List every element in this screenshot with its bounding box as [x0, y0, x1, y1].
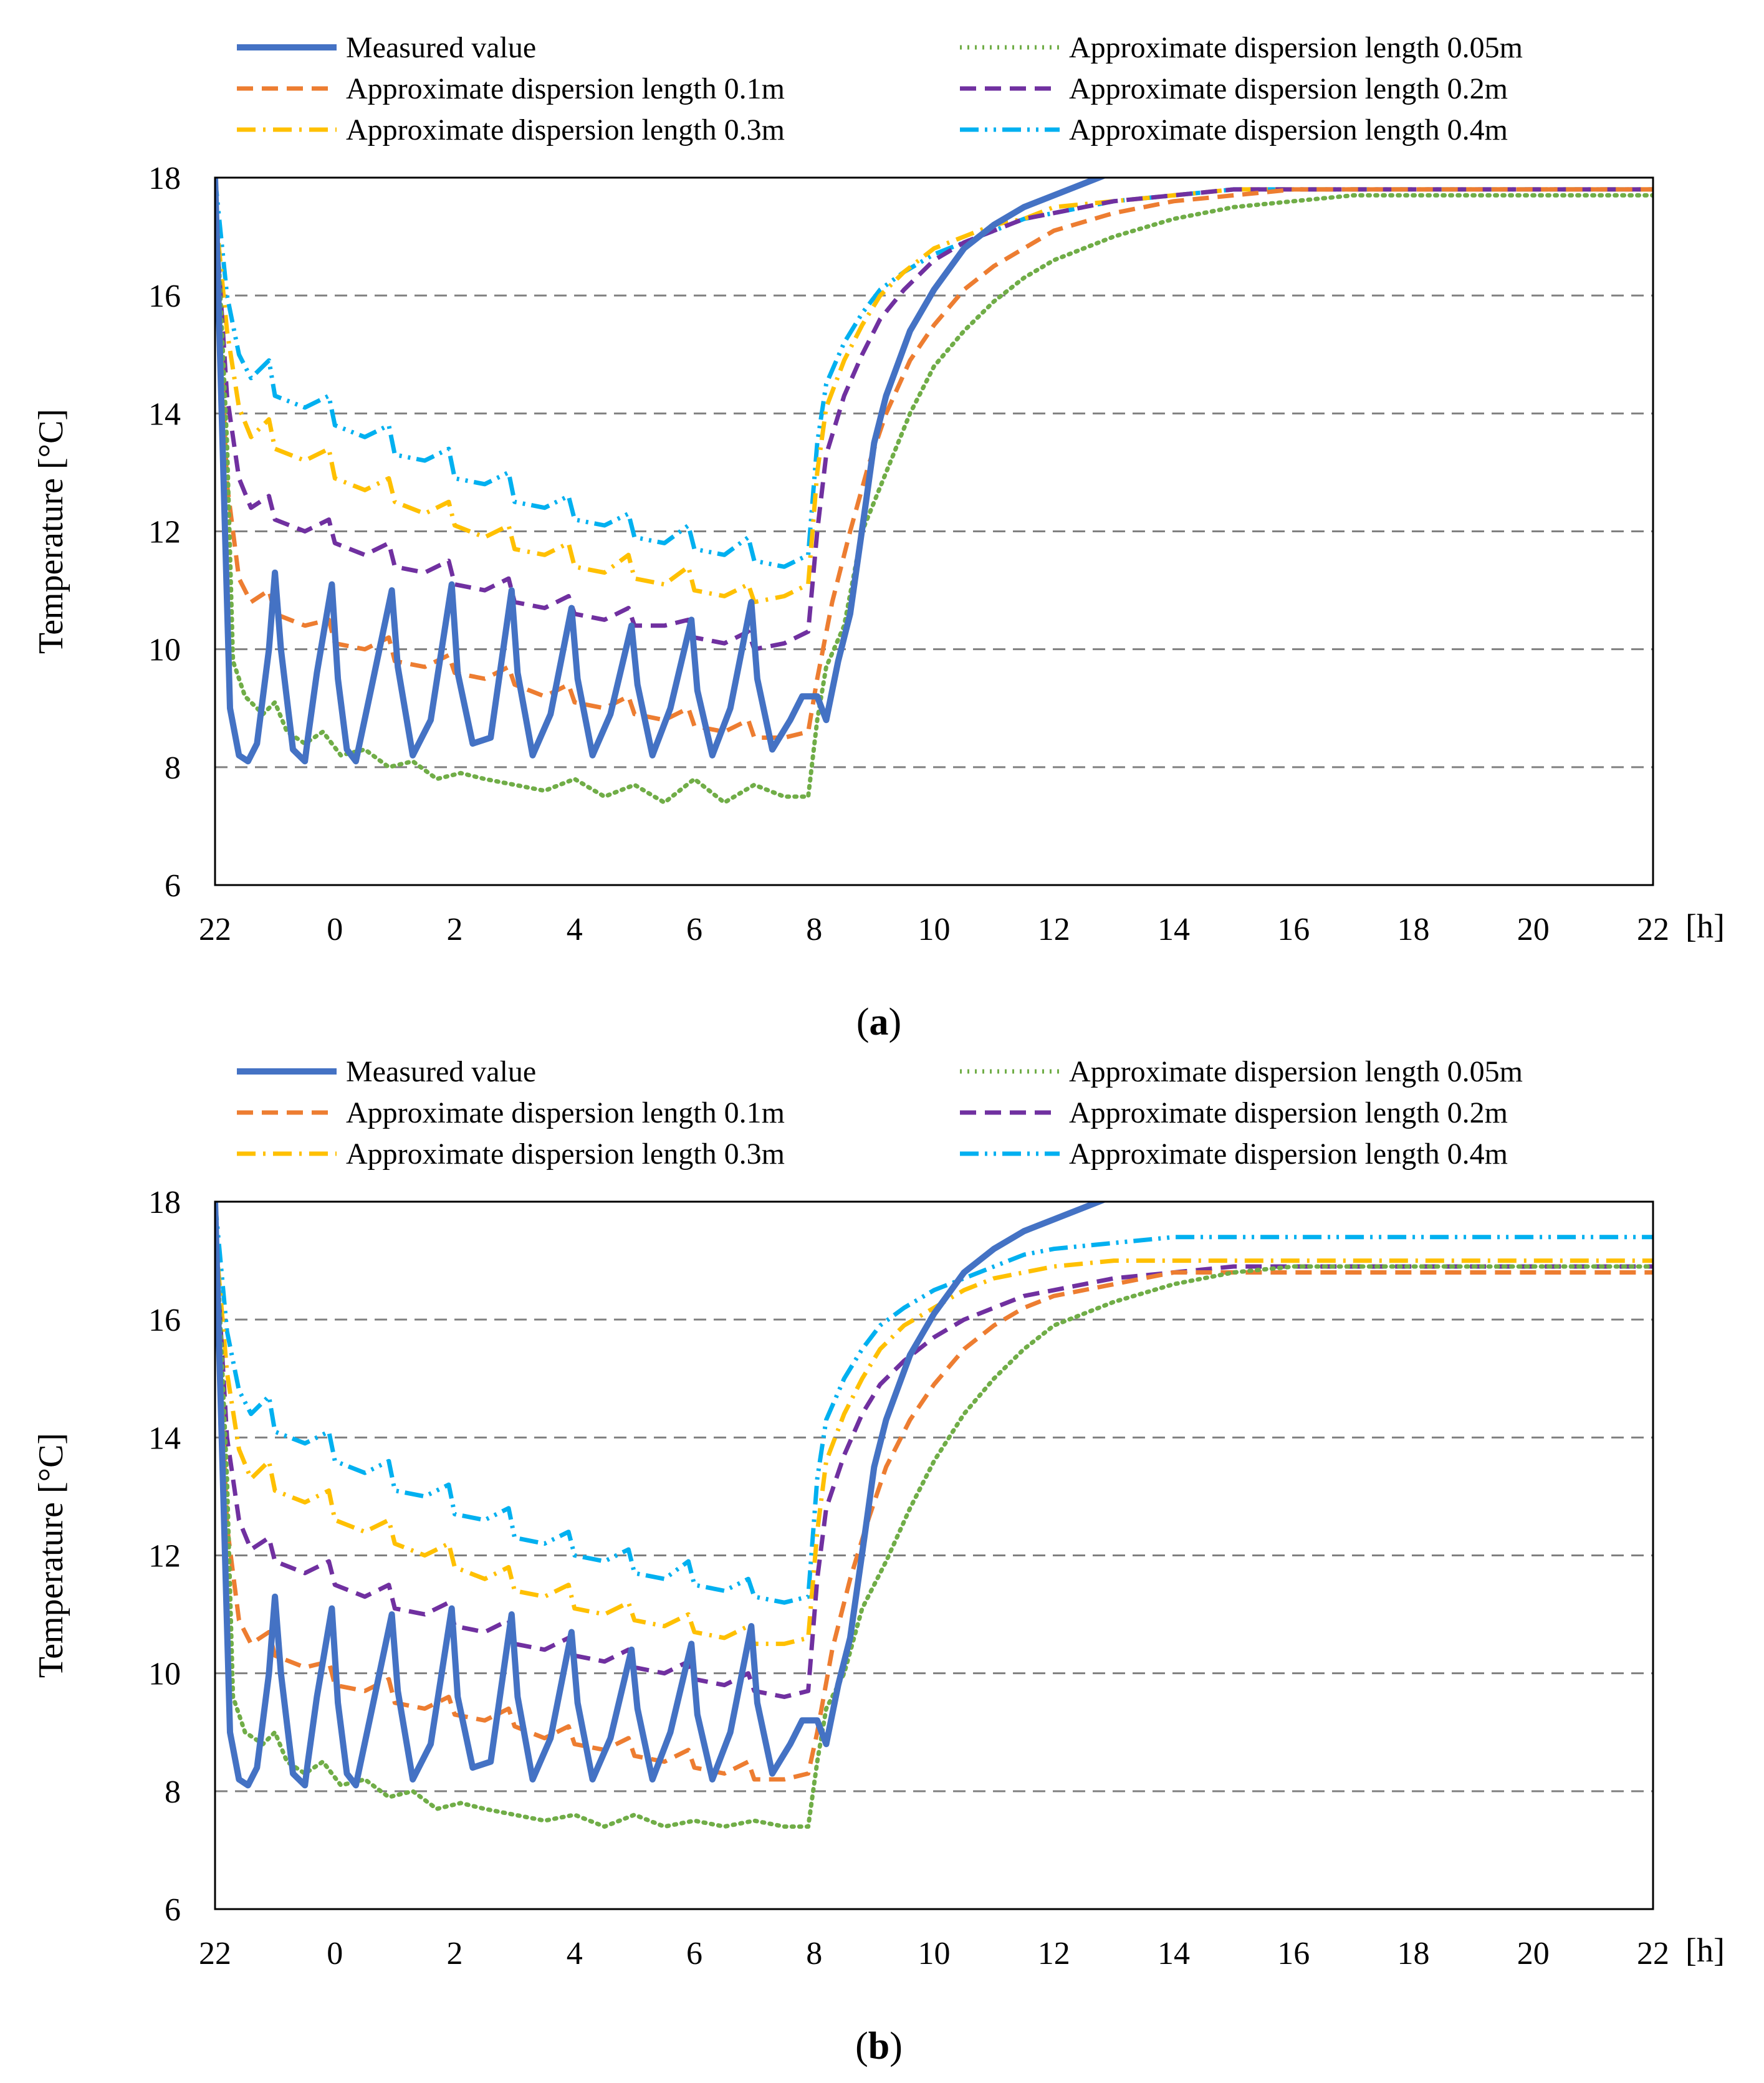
x-tick-label: 0 — [327, 1936, 343, 1971]
legend-item: Approximate dispersion length 0.3m — [237, 1137, 785, 1171]
x-tick-label: 22 — [199, 1936, 231, 1971]
y-tick-label: 8 — [165, 750, 181, 786]
x-tick-label: 8 — [806, 912, 822, 947]
legend-label: Approximate dispersion length 0.3m — [346, 1137, 785, 1171]
legend-item: Measured value — [237, 31, 536, 64]
series-line — [215, 1202, 1653, 1829]
legend-label: Approximate dispersion length 0.05m — [1069, 31, 1523, 64]
series-line — [215, 187, 1653, 605]
series-line — [215, 178, 1653, 569]
plot-frame — [214, 1200, 1654, 1910]
legend-item: Approximate dispersion length 0.1m — [237, 72, 785, 105]
series-group — [215, 1202, 1653, 1829]
legend-item: Approximate dispersion length 0.2m — [960, 72, 1508, 105]
y-tick-label: 14 — [148, 1420, 181, 1456]
y-tick-label: 6 — [165, 1892, 181, 1928]
series-line — [215, 1231, 1653, 1782]
x-tick-label: 22 — [199, 912, 231, 947]
x-tick-label: 20 — [1517, 1936, 1550, 1971]
x-tick-label: 6 — [686, 912, 702, 947]
legend-label: Measured value — [346, 1055, 536, 1088]
legend-item: Approximate dispersion length 0.1m — [237, 1096, 785, 1129]
y-tick-label: 14 — [148, 396, 181, 432]
x-tick-label: 0 — [327, 912, 343, 947]
x-tick-label: 20 — [1517, 912, 1550, 947]
y-tick-label: 10 — [148, 1657, 181, 1692]
panel-label: (b) — [855, 2025, 903, 2067]
y-axis-label: Temperature [°C] — [32, 1433, 70, 1678]
x-tick-label: 12 — [1038, 1936, 1070, 1971]
legend-item: Approximate dispersion length 0.4m — [960, 113, 1508, 146]
x-axis-unit: [h] — [1685, 907, 1725, 945]
x-tick-label: 14 — [1158, 912, 1190, 947]
legend-label: Approximate dispersion length 0.4m — [1069, 1137, 1508, 1171]
x-tick-label: 6 — [686, 1936, 702, 1971]
series-line — [215, 178, 1108, 765]
series-group — [215, 178, 1653, 805]
legend-label: Approximate dispersion length 0.05m — [1069, 1055, 1523, 1088]
legend-label: Approximate dispersion length 0.2m — [1069, 72, 1508, 105]
plot-frame — [214, 176, 1654, 886]
legend-item: Approximate dispersion length 0.4m — [960, 1137, 1508, 1171]
x-tick-label: 4 — [567, 1936, 583, 1971]
chart-panel-a: Measured value Approximate dispersion len… — [32, 31, 1725, 1043]
x-tick-label: 16 — [1277, 1936, 1310, 1971]
legend-item: Approximate dispersion length 0.05m — [960, 1055, 1523, 1088]
legend-label: Approximate dispersion length 0.3m — [346, 113, 785, 146]
legend: Measured value Approximate dispersion len… — [237, 31, 1523, 146]
chart-panel-b: Measured value Approximate dispersion len… — [32, 1055, 1725, 2067]
x-tick-label: 22 — [1637, 912, 1669, 947]
legend: Measured value Approximate dispersion len… — [237, 1055, 1523, 1171]
x-axis-unit: [h] — [1685, 1932, 1725, 1969]
series-line — [215, 187, 1653, 740]
legend-item: Approximate dispersion length 0.05m — [960, 31, 1523, 64]
x-tick-label: 22 — [1637, 1936, 1669, 1971]
y-tick-label: 10 — [148, 633, 181, 668]
series-line — [215, 1202, 1108, 1789]
y-tick-label: 16 — [148, 1303, 181, 1338]
x-tick-label: 2 — [447, 912, 463, 947]
y-axis-label: Temperature [°C] — [32, 409, 70, 654]
y-tick-label: 18 — [148, 1185, 181, 1220]
x-tick-label: 10 — [918, 1936, 951, 1971]
x-tick-label: 18 — [1397, 1936, 1430, 1971]
legend-item: Measured value — [237, 1055, 536, 1088]
series-line — [215, 1231, 1653, 1646]
legend-label: Approximate dispersion length 0.2m — [1069, 1096, 1508, 1129]
x-tick-label: 12 — [1038, 912, 1070, 947]
series-line — [215, 1202, 1653, 1605]
series-line — [215, 178, 1653, 805]
legend-item: Approximate dispersion length 0.3m — [237, 113, 785, 146]
x-tick-label: 16 — [1277, 912, 1310, 947]
x-tick-label: 18 — [1397, 912, 1430, 947]
y-tick-label: 12 — [148, 1539, 181, 1574]
x-tick-label: 4 — [567, 912, 583, 947]
x-tick-label: 14 — [1158, 1936, 1190, 1971]
legend-label: Approximate dispersion length 0.4m — [1069, 113, 1508, 146]
legend-label: Measured value — [346, 31, 536, 64]
y-tick-label: 16 — [148, 279, 181, 314]
x-tick-label: 10 — [918, 912, 951, 947]
y-tick-label: 12 — [148, 515, 181, 550]
series-line — [215, 187, 1653, 652]
y-tick-label: 6 — [165, 868, 181, 904]
legend-item: Approximate dispersion length 0.2m — [960, 1096, 1508, 1129]
x-tick-label: 8 — [806, 1936, 822, 1971]
y-tick-label: 18 — [148, 161, 181, 196]
legend-label: Approximate dispersion length 0.1m — [346, 1096, 785, 1129]
legend-label: Approximate dispersion length 0.1m — [346, 72, 785, 105]
y-tick-label: 8 — [165, 1774, 181, 1810]
panel-label: (a) — [856, 1001, 901, 1043]
x-tick-label: 2 — [447, 1936, 463, 1971]
